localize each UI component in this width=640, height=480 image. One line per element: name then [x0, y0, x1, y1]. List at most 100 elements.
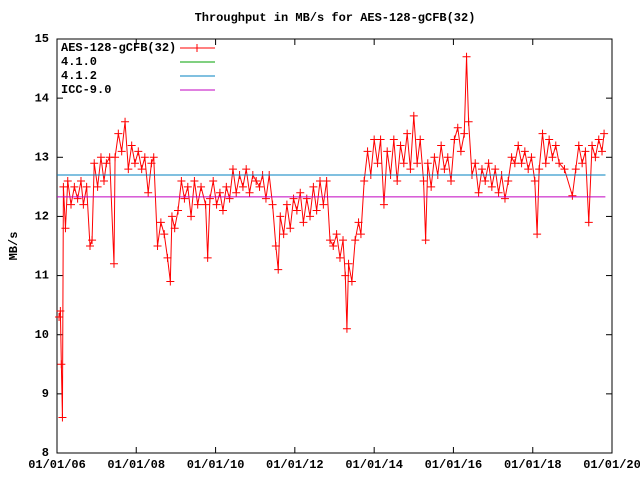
point-marker — [228, 165, 237, 174]
point-marker — [268, 200, 277, 209]
legend-label: ICC-9.0 — [61, 83, 111, 97]
point-marker — [447, 176, 456, 185]
point-marker — [282, 200, 291, 209]
point-marker — [156, 218, 165, 227]
x-tick-label: 01/01/18 — [504, 458, 562, 472]
y-tick-label: 10 — [35, 328, 49, 342]
chart-title: Throughput in MB/s for AES-128-gCFB(32) — [195, 11, 476, 25]
y-axis-label: MB/s — [7, 232, 21, 261]
series-line — [58, 56, 605, 418]
point-marker — [79, 200, 88, 209]
point-marker — [383, 147, 392, 156]
point-marker — [82, 182, 91, 191]
point-marker — [456, 147, 465, 156]
x-tick-label: 01/01/16 — [425, 458, 483, 472]
point-marker — [147, 159, 156, 168]
point-marker — [111, 153, 120, 162]
point-marker — [325, 236, 334, 245]
point-marker — [203, 253, 212, 262]
point-marker — [591, 153, 600, 162]
point-marker — [93, 182, 102, 191]
point-marker — [306, 212, 315, 221]
point-marker — [100, 176, 109, 185]
point-marker — [58, 413, 67, 422]
point-marker — [329, 242, 338, 250]
point-marker — [299, 218, 308, 227]
point-marker — [124, 165, 133, 174]
point-marker — [524, 165, 533, 174]
point-marker — [163, 253, 172, 262]
point-marker — [453, 123, 462, 132]
point-marker — [443, 153, 452, 162]
point-marker — [127, 141, 136, 150]
point-marker — [406, 165, 415, 174]
point-marker — [351, 236, 360, 245]
point-marker — [491, 165, 500, 174]
point-marker — [167, 212, 176, 221]
point-marker — [271, 242, 280, 250]
point-marker — [548, 153, 557, 162]
point-marker — [484, 159, 493, 168]
point-marker — [527, 153, 536, 162]
point-marker — [530, 176, 539, 185]
point-marker — [393, 176, 402, 185]
point-marker — [309, 182, 318, 191]
point-marker — [238, 182, 247, 191]
point-marker — [177, 176, 186, 185]
point-marker — [413, 159, 422, 168]
point-marker — [166, 277, 175, 286]
point-marker — [507, 153, 516, 162]
point-marker — [440, 165, 449, 174]
point-marker — [102, 159, 111, 168]
legend-label: 4.1.0 — [61, 55, 97, 69]
point-marker — [594, 135, 603, 144]
point-marker — [144, 188, 153, 197]
x-tick-label: 01/01/08 — [107, 458, 165, 472]
point-marker — [73, 194, 82, 203]
point-marker — [160, 230, 169, 239]
point-marker — [190, 176, 199, 185]
point-marker — [416, 135, 425, 144]
legend-marker — [193, 44, 201, 52]
point-marker — [255, 182, 264, 191]
point-marker — [389, 135, 398, 144]
point-marker — [571, 165, 580, 174]
point-marker — [63, 176, 72, 185]
point-marker — [347, 277, 356, 286]
point-marker — [201, 200, 210, 209]
point-marker — [180, 194, 189, 203]
point-marker — [292, 206, 301, 215]
point-marker — [421, 236, 430, 245]
point-marker — [215, 188, 224, 197]
point-marker — [109, 259, 118, 268]
point-marker — [57, 360, 66, 369]
point-marker — [399, 159, 408, 168]
point-marker — [286, 224, 295, 233]
point-marker — [578, 159, 587, 168]
point-marker — [153, 242, 162, 250]
point-marker — [487, 182, 496, 191]
point-marker — [149, 153, 158, 162]
point-marker — [409, 111, 418, 120]
point-marker — [500, 194, 509, 203]
point-marker — [121, 117, 130, 126]
point-marker — [130, 159, 139, 168]
x-tick-label: 01/01/12 — [266, 458, 324, 472]
point-marker — [319, 200, 328, 209]
y-tick-label: 9 — [42, 387, 49, 401]
point-marker — [56, 307, 65, 316]
point-marker — [85, 242, 94, 250]
point-marker — [462, 52, 471, 61]
point-marker — [242, 165, 251, 174]
point-marker — [296, 188, 305, 197]
point-marker — [423, 159, 432, 168]
point-marker — [474, 188, 483, 197]
point-marker — [209, 176, 218, 185]
x-tick-label: 01/01/14 — [345, 458, 403, 472]
point-marker — [245, 188, 254, 197]
point-marker — [517, 159, 526, 168]
legend-label: 4.1.2 — [61, 69, 97, 83]
point-marker — [477, 165, 486, 174]
point-marker — [332, 230, 341, 239]
